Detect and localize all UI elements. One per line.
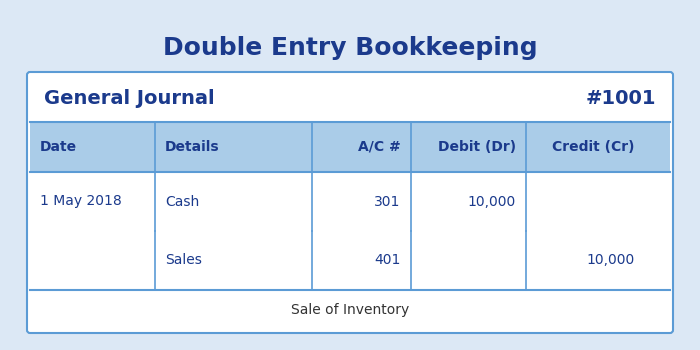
Text: 401: 401 <box>374 253 401 267</box>
Bar <box>30 75 670 122</box>
FancyBboxPatch shape <box>27 72 673 333</box>
Text: A/C #: A/C # <box>358 140 401 154</box>
Text: General Journal: General Journal <box>44 89 215 108</box>
Bar <box>30 290 670 330</box>
Text: 301: 301 <box>374 195 401 209</box>
Text: Date: Date <box>40 140 77 154</box>
Text: Double Entry Bookkeeping: Double Entry Bookkeeping <box>162 36 538 60</box>
Text: #1001: #1001 <box>585 89 656 108</box>
Text: Details: Details <box>164 140 219 154</box>
Text: 10,000: 10,000 <box>468 195 516 209</box>
Text: Debit (Dr): Debit (Dr) <box>438 140 516 154</box>
Text: Cash: Cash <box>164 195 199 209</box>
Text: Sales: Sales <box>164 253 202 267</box>
Text: 10,000: 10,000 <box>586 253 634 267</box>
Text: Sale of Inventory: Sale of Inventory <box>291 303 409 317</box>
Text: Credit (Cr): Credit (Cr) <box>552 140 634 154</box>
Bar <box>30 231 670 290</box>
Bar <box>30 122 670 172</box>
Text: 1 May 2018: 1 May 2018 <box>40 195 122 209</box>
Bar <box>30 172 670 231</box>
